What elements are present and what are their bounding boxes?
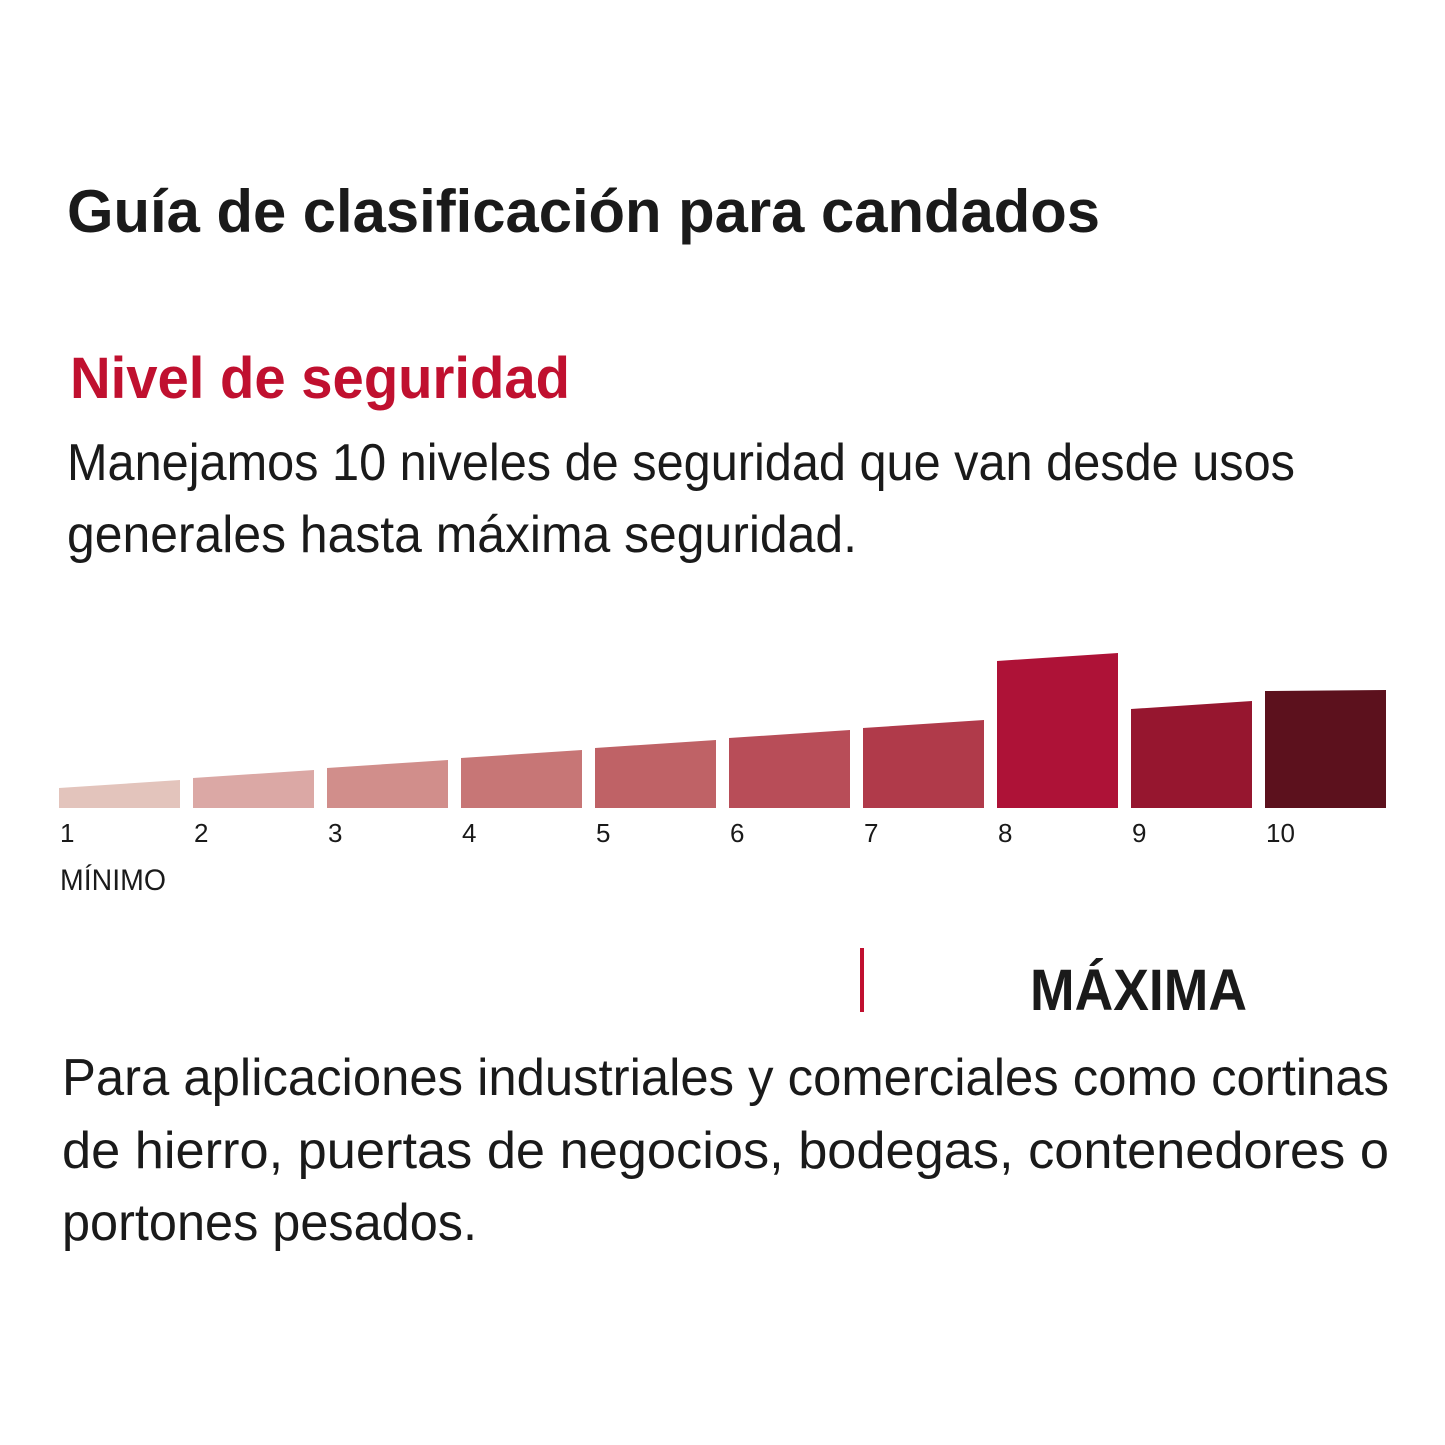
level-description-line: portones pesados.: [62, 1194, 477, 1252]
scale-label: 4: [462, 818, 476, 848]
description-line: generales hasta máxima seguridad.: [67, 506, 857, 564]
scale-label: 8: [998, 818, 1012, 848]
security-scale: 1 2 3 4 5 6 7 8 9 10: [59, 653, 1386, 848]
scale-block: [1131, 701, 1252, 808]
scale-block: [729, 730, 850, 808]
scale-label: 3: [328, 818, 342, 848]
section-title: Nivel de seguridad: [70, 346, 570, 411]
title: Guía de clasificación para candados: [67, 178, 1100, 245]
scale-block: [863, 720, 984, 808]
scale-label: 6: [730, 818, 744, 848]
scale-block: [595, 740, 716, 808]
level-title: MÁXIMA: [1030, 958, 1247, 1023]
scale-label: 1: [60, 818, 74, 848]
scale-block: [1265, 690, 1386, 808]
scale-label: 10: [1266, 818, 1295, 848]
scale-label: 2: [194, 818, 208, 848]
scale-block: [997, 653, 1118, 808]
min-label: MÍNIMO: [60, 864, 166, 897]
scale-label: 7: [864, 818, 878, 848]
scale-label: 5: [596, 818, 610, 848]
level-description-line: de hierro, puertas de negocios, bodegas,…: [62, 1122, 1389, 1180]
scale-block: [327, 760, 448, 808]
scale-label: 9: [1132, 818, 1146, 848]
level-description-line: Para aplicaciones industriales y comerci…: [62, 1049, 1389, 1107]
scale-block: [59, 780, 180, 808]
description-line: Manejamos 10 niveles de seguridad que va…: [67, 434, 1295, 492]
scale-block: [461, 750, 582, 808]
scale-block: [193, 770, 314, 808]
